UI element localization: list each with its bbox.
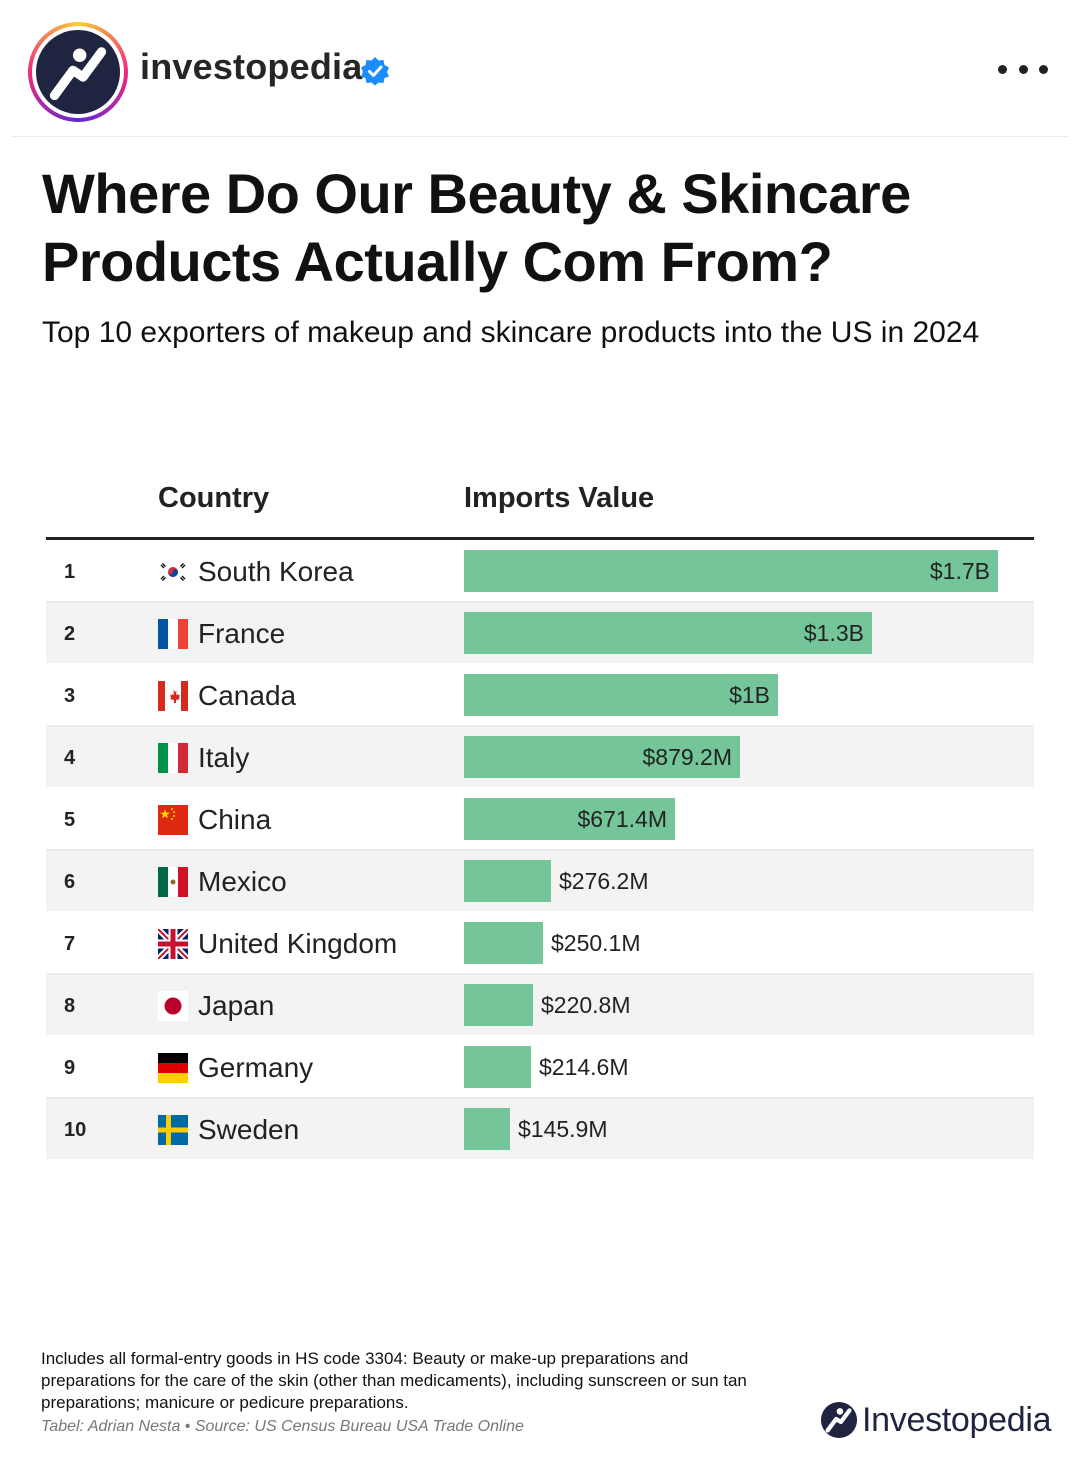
verified-badge-icon: [361, 57, 389, 86]
rank-label: 3: [64, 685, 76, 707]
column-header-imports-value: Imports Value: [464, 482, 655, 514]
bar: [464, 1108, 510, 1150]
south-korea-flag-icon: [158, 557, 188, 587]
united-kingdom-flag-icon: [158, 929, 188, 959]
value-label: $214.6M: [539, 1054, 629, 1080]
rank-label: 10: [64, 1119, 87, 1141]
value-label: $671.4M: [577, 806, 667, 832]
bar: [464, 612, 872, 654]
value-label: $1.3B: [803, 620, 864, 646]
bar: [464, 984, 533, 1026]
logo-text: Investopedia: [862, 1400, 1052, 1439]
value-label: $1.7B: [929, 558, 990, 584]
username[interactable]: investopedia: [140, 46, 363, 87]
rank-label: 1: [64, 561, 76, 583]
rank-label: 8: [64, 995, 76, 1017]
rank-label: 9: [64, 1057, 76, 1079]
country-label: Italy: [198, 742, 250, 773]
investopedia-logo-icon: [36, 30, 120, 114]
table-row: 5 China $671.4M: [46, 789, 1034, 851]
country-label: China: [198, 804, 272, 835]
more-options-icon: [1018, 64, 1028, 74]
value-label: $220.8M: [541, 992, 631, 1018]
table-row: 7 United Kingdom $250.1M: [46, 913, 1034, 975]
country-label: Sweden: [198, 1114, 300, 1145]
rank-label: 6: [64, 871, 76, 893]
source-credit: Tabel: Adrian Nesta • Source: US Census …: [41, 1418, 524, 1435]
bar: [464, 798, 675, 840]
chart-table: 1 South Korea $1.7B 2 France $1.3B 3 Canada $1B 4…: [46, 541, 1034, 1161]
country-label: Canada: [198, 680, 297, 711]
table-row: 8 Japan $220.8M: [46, 975, 1034, 1037]
investopedia-logo: Investopedia: [820, 1398, 1052, 1442]
avatar-ring: [32, 26, 124, 118]
value-label: $276.2M: [559, 868, 649, 894]
investopedia-logo-icon: [820, 1401, 858, 1439]
table-row: 3 Canada $1B: [46, 665, 1034, 727]
bar: [464, 550, 998, 592]
bar: [464, 1046, 531, 1088]
value-label: $250.1M: [551, 930, 641, 956]
value-label: $145.9M: [518, 1116, 608, 1142]
country-label: Germany: [198, 1052, 314, 1083]
footnote: Includes all formal-entry goods in HS co…: [41, 1349, 747, 1412]
country-label: South Korea: [198, 556, 354, 587]
canada-flag-icon: [158, 681, 188, 711]
rank-label: 5: [64, 809, 76, 831]
chart-title: Where Do Our Beauty & Skincare Products …: [42, 162, 911, 293]
bar: [464, 860, 551, 902]
bar: [464, 922, 543, 964]
mexico-flag-icon: [158, 867, 188, 897]
chart-subtitle: Top 10 exporters of makeup and skincare …: [42, 316, 980, 349]
rank-label: 4: [64, 747, 76, 769]
italy-flag-icon: [158, 743, 188, 773]
table-row: 9 Germany $214.6M: [46, 1037, 1034, 1099]
more-options-button[interactable]: [998, 54, 1048, 84]
avatar[interactable]: [28, 22, 128, 122]
country-label: Japan: [198, 990, 275, 1021]
country-label: France: [198, 618, 286, 649]
rank-label: 7: [64, 933, 76, 955]
value-label: $1B: [729, 682, 770, 708]
header-divider: [46, 537, 1034, 540]
table-row: 1 South Korea $1.7B: [46, 541, 1034, 603]
country-label: United Kingdom: [198, 928, 398, 959]
rank-label: 2: [64, 623, 76, 645]
france-flag-icon: [158, 619, 188, 649]
germany-flag-icon: [158, 1053, 188, 1083]
column-header-country: Country: [158, 482, 270, 514]
bar: [464, 674, 778, 716]
table-row: 4 Italy $879.2M: [46, 727, 1034, 789]
post-header: investopedia: [12, 0, 1068, 137]
table-row: 2 France $1.3B: [46, 603, 1034, 665]
sweden-flag-icon: [158, 1115, 188, 1145]
more-options-icon: [998, 64, 1007, 74]
table-row: 10 Sweden $145.9M: [46, 1099, 1034, 1161]
country-label: Mexico: [198, 866, 287, 897]
value-label: $879.2M: [642, 744, 732, 770]
table-row: 6 Mexico $276.2M: [46, 851, 1034, 913]
china-flag-icon: [158, 805, 188, 835]
more-options-icon: [1039, 64, 1048, 74]
japan-flag-icon: [158, 991, 188, 1021]
bar: [464, 736, 740, 778]
